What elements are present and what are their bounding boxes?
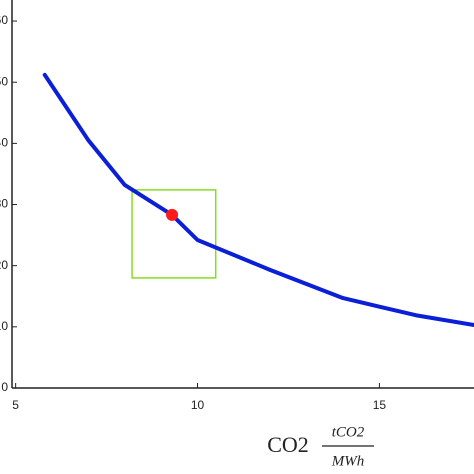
y-tick-label: 20 xyxy=(0,258,8,272)
y-tick-label: 60 xyxy=(0,13,8,27)
y-tick-label: 30 xyxy=(0,197,8,211)
x-tick-label: 5 xyxy=(12,398,19,412)
x-axis-label: CO2 xyxy=(267,432,309,457)
x-unit-denominator: MWh xyxy=(331,453,365,469)
y-tick-label: 40 xyxy=(0,136,8,150)
highlight-point xyxy=(166,208,179,221)
x-tick-label: 10 xyxy=(191,398,205,412)
x-tick-label: 15 xyxy=(373,398,387,412)
line-series xyxy=(42,72,474,328)
y-tick-label: 10 xyxy=(0,319,8,333)
highlight-box xyxy=(131,189,217,279)
x-unit-numerator: tCO2 xyxy=(332,424,365,440)
y-tick-label: 0 xyxy=(1,380,8,394)
y-tick-label: 50 xyxy=(0,74,8,88)
